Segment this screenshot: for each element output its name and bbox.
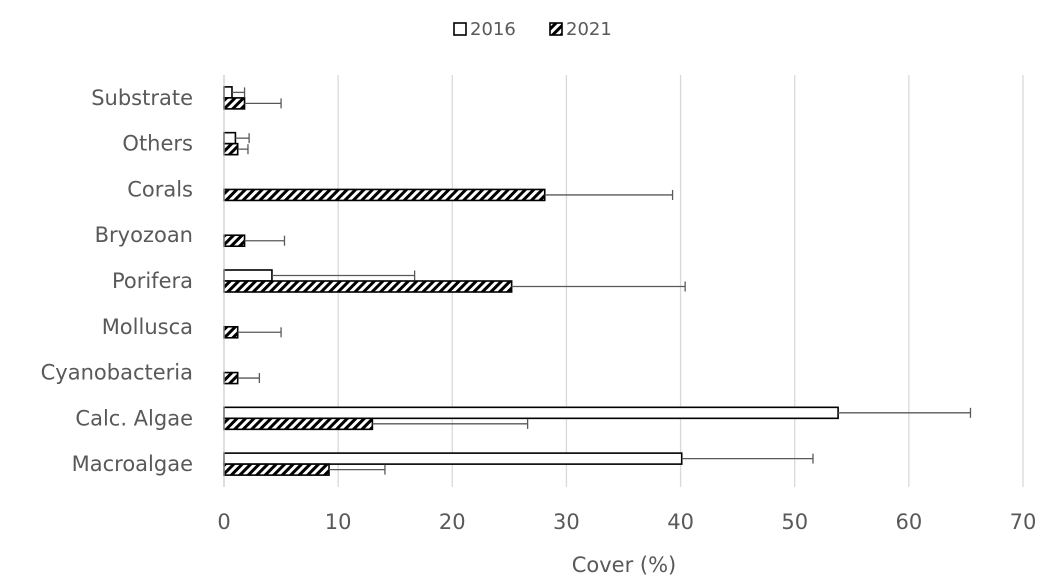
bar-2021-bryozoan — [223, 234, 246, 248]
bar-2021-corals — [223, 188, 546, 202]
legend-item-2021: 2021 — [549, 19, 612, 40]
category-label-macroalgae: Macroalgae — [72, 452, 193, 476]
bar-2021-substrate — [223, 97, 246, 110]
bar-2016-porifera — [223, 269, 273, 282]
error-bars — [231, 87, 972, 475]
grid-lines — [337, 75, 1024, 487]
bar-2021-calc-algae — [223, 417, 374, 431]
bar-2016-others — [223, 131, 237, 145]
x-tick-labels: 0 10 20 30 40 50 60 70 — [217, 510, 1036, 534]
x-tick-label-20: 20 — [439, 510, 466, 534]
x-tick-label-70: 70 — [1010, 510, 1037, 534]
x-tick-label-50: 50 — [781, 510, 808, 534]
x-tick-label-30: 30 — [553, 510, 580, 534]
x-tick-label-60: 60 — [895, 510, 922, 534]
bars — [223, 86, 839, 476]
bar-2021-mollusca — [223, 325, 239, 339]
category-label-cyanobacteria: Cyanobacteria — [41, 361, 193, 385]
bar-2021-others — [223, 142, 239, 156]
category-label-corals: Corals — [127, 177, 193, 201]
category-label-bryozoan: Bryozoan — [95, 223, 193, 247]
legend-item-2016: 2016 — [453, 19, 516, 40]
legend-label-2016: 2016 — [470, 19, 516, 40]
bar-2016-macroalgae — [223, 452, 683, 465]
bar-2021-porifera — [223, 280, 513, 293]
x-tick-label-0: 0 — [217, 510, 230, 534]
x-tick-label-40: 40 — [667, 510, 694, 534]
legend-swatch-2021 — [549, 22, 563, 36]
legend: 2016 2021 — [453, 19, 612, 40]
category-label-substrate: Substrate — [91, 86, 193, 110]
x-axis-title: Cover (%) — [572, 553, 677, 577]
x-tick-label-10: 10 — [325, 510, 352, 534]
legend-label-2021: 2021 — [566, 19, 612, 40]
category-label-calc-algae: Calc. Algae — [75, 406, 193, 430]
bar-2016-substrate — [223, 86, 233, 99]
legend-swatch-2016 — [453, 22, 467, 36]
bar-2016-calc-algae — [223, 406, 839, 420]
bar-2021-macroalgae — [223, 463, 330, 476]
category-label-mollusca: Mollusca — [102, 315, 193, 339]
category-label-porifera: Porifera — [112, 269, 193, 293]
bar-2021-cyanobacteria — [223, 371, 239, 385]
category-label-others: Others — [122, 132, 193, 156]
category-labels: Substrate Others Corals Bryozoan Porifera Mol… — [41, 86, 193, 476]
